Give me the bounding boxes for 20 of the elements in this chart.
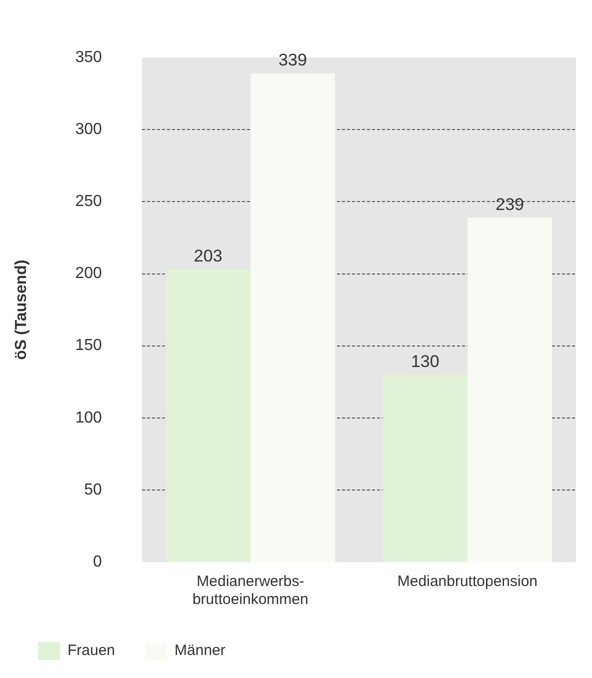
bar bbox=[250, 73, 336, 562]
data-label: 203 bbox=[194, 246, 222, 266]
x-tick-label: Medianbruttopension bbox=[397, 573, 538, 590]
bar bbox=[166, 269, 250, 562]
data-label: 130 bbox=[410, 352, 440, 371]
y-tick-label: 50 bbox=[84, 481, 102, 498]
y-tick-label: 200 bbox=[75, 265, 102, 282]
y-tick-label: 150 bbox=[75, 337, 102, 354]
bar bbox=[467, 218, 552, 562]
bar bbox=[382, 374, 468, 562]
y-tick-label: 250 bbox=[75, 193, 102, 210]
y-tick-label: 0 bbox=[92, 553, 102, 570]
y-tick-label: 300 bbox=[75, 121, 102, 138]
data-label: 339 bbox=[278, 50, 307, 70]
legend-label: Frauen bbox=[68, 642, 116, 660]
y-axis-title: öS (Tausend) bbox=[13, 260, 30, 360]
y-tick-label: 350 bbox=[75, 49, 102, 66]
y-tick-label: 100 bbox=[75, 409, 102, 426]
x-tick-label: Medianerwerbs-bruttoeinkommen bbox=[192, 573, 308, 608]
legend-label: Männer bbox=[174, 642, 226, 660]
